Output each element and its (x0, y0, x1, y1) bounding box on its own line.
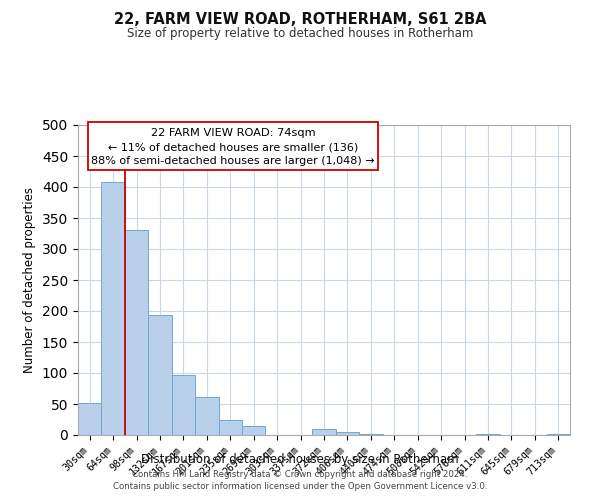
Bar (172, 375, 195, 435)
Text: Distribution of detached houses by size in Rotherham: Distribution of detached houses by size … (141, 452, 459, 466)
Bar (476, 434, 500, 435)
Text: 88% of semi-detached houses are larger (1,048) →: 88% of semi-detached houses are larger (… (91, 156, 375, 166)
Bar (359, 434, 383, 435)
Bar (547, 434, 570, 435)
FancyBboxPatch shape (88, 122, 378, 170)
Text: ← 11% of detached houses are smaller (136): ← 11% of detached houses are smaller (13… (108, 142, 358, 152)
Bar (101, 182, 125, 435)
Text: Size of property relative to detached houses in Rotherham: Size of property relative to detached ho… (127, 28, 473, 40)
Text: 22, FARM VIEW ROAD, ROTHERHAM, S61 2BA: 22, FARM VIEW ROAD, ROTHERHAM, S61 2BA (114, 12, 486, 28)
Text: 22 FARM VIEW ROAD: 74sqm: 22 FARM VIEW ROAD: 74sqm (151, 128, 315, 138)
Bar (218, 420, 242, 435)
Text: Contains public sector information licensed under the Open Government Licence v3: Contains public sector information licen… (113, 482, 487, 491)
Y-axis label: Number of detached properties: Number of detached properties (23, 187, 37, 373)
Bar (242, 426, 265, 435)
Bar (195, 396, 218, 435)
Text: Contains HM Land Registry data © Crown copyright and database right 2024.: Contains HM Land Registry data © Crown c… (132, 470, 468, 479)
Bar (125, 230, 148, 435)
Bar (312, 429, 336, 435)
Bar (336, 432, 359, 435)
Bar (78, 403, 101, 435)
Bar (148, 316, 172, 435)
